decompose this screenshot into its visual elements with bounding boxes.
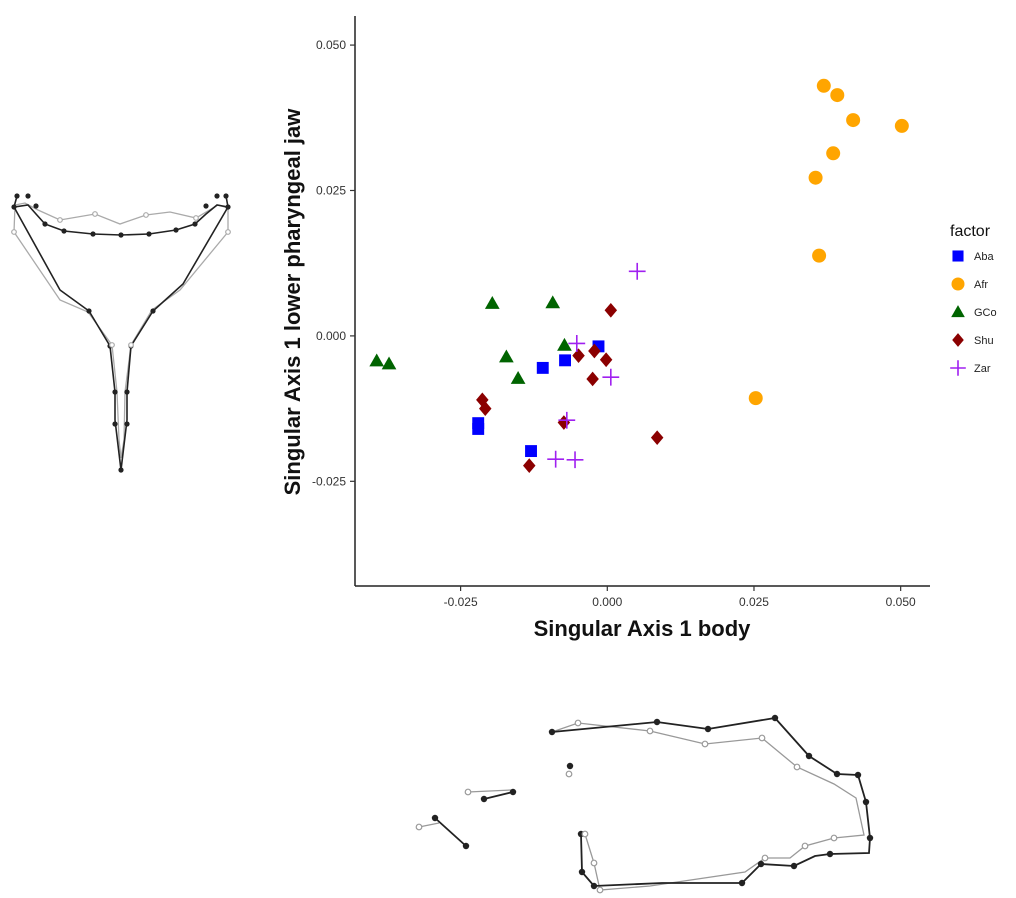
legend-entry: Aba [952,250,994,263]
data-point-afr [830,88,845,103]
legend-symbol-gco [951,305,965,318]
body-target-landmarks [431,714,874,890]
legend-label: Aba [974,251,994,263]
legend-label: Zar [974,363,991,375]
jaw-mean-landmarks [11,211,231,348]
data-point-afr [812,248,827,263]
legend: factor Aba Afr GCo Shu Zar [950,223,997,376]
data-point-afr [808,170,823,185]
data-point-aba [592,340,605,353]
series-shu [476,302,664,473]
legend-symbol-zar [950,360,966,376]
data-point-zar [568,335,586,352]
jaw-target-landmarks [11,193,231,473]
y-tick-label: -0.025 [312,474,346,488]
jaw-target-left-arm [13,206,122,471]
legend-entry: Afr [951,277,988,291]
legend-entries: Aba Afr GCo Shu Zar [950,250,997,376]
legend-label: GCo [974,307,997,319]
data-point-zar [602,368,620,386]
body-target-fin-left [434,817,467,847]
body-mean-landmarks [415,719,838,894]
data-point-aba [525,445,537,458]
data-point-afr [894,118,909,133]
body-mean-fin-mid [467,789,512,793]
jaw-target-right-arm [120,206,229,471]
data-point-shu [479,401,492,416]
y-tick-label: 0.050 [316,38,346,52]
x-axis-title: Singular Axis 1 body [534,616,752,641]
data-point-shu [586,371,599,387]
data-point-shu [599,352,613,368]
jaw-mean-left-arm [13,231,122,459]
data-point-shu [523,458,536,473]
x-axis-ticks: -0.025 0.000 0.025 0.050 [444,586,916,609]
legend-entry: Shu [952,333,994,347]
body-target-fin-mid [483,791,514,800]
series-afr [748,78,909,406]
y-axis-ticks: -0.025 0.000 0.025 0.050 [312,38,355,488]
data-point-gco [510,371,526,384]
data-point-zar [628,262,646,280]
x-tick-label: 0.000 [592,595,622,609]
data-point-zar [558,411,576,429]
data-point-gco [557,337,572,351]
legend-symbol-afr [951,277,965,291]
data-point-shu [604,302,618,318]
y-tick-label: 0.025 [316,183,346,197]
legend-label: Shu [974,335,994,347]
legend-symbol-aba [952,250,964,262]
scatter-plot: -0.025 0.000 0.025 0.050 -0.025 0.000 0.025 0.… [280,16,930,641]
series-zar [547,262,646,469]
data-point-afr [816,78,831,93]
data-point-aba [472,423,485,435]
lower-pharyngeal-jaw-shape-diagram [11,193,231,473]
data-point-zar [547,450,565,468]
data-point-gco [499,349,514,363]
legend-symbol-shu [952,333,964,347]
data-point-gco [369,353,385,367]
legend-label: Afr [974,279,988,291]
series-aba [472,340,605,458]
data-point-gco [545,295,561,309]
data-point-shu [572,348,585,364]
data-point-gco [381,356,397,370]
x-tick-label: -0.025 [444,595,478,609]
series-gco [369,295,572,384]
body-mean-outline [551,722,865,891]
legend-title: factor [950,223,991,240]
x-tick-label: 0.025 [739,595,769,609]
data-point-shu [650,430,664,446]
legend-entry: Zar [950,360,991,376]
data-point-shu [557,415,571,430]
x-tick-label: 0.050 [886,595,916,609]
jaw-mean-right-arm [120,231,229,459]
y-tick-label: 0.000 [316,329,346,343]
data-point-afr [846,113,861,128]
data-point-aba [536,361,549,374]
data-point-afr [826,146,841,161]
data-points [369,78,909,473]
data-point-aba [559,354,572,367]
legend-entry: GCo [951,305,997,319]
data-point-afr [748,391,763,406]
data-point-shu [588,343,601,359]
y-axis-title: Singular Axis 1 lower pharyngeal jaw [280,108,305,496]
body-shape-diagram [415,714,874,894]
data-point-gco [484,295,500,309]
data-point-zar [566,451,584,469]
